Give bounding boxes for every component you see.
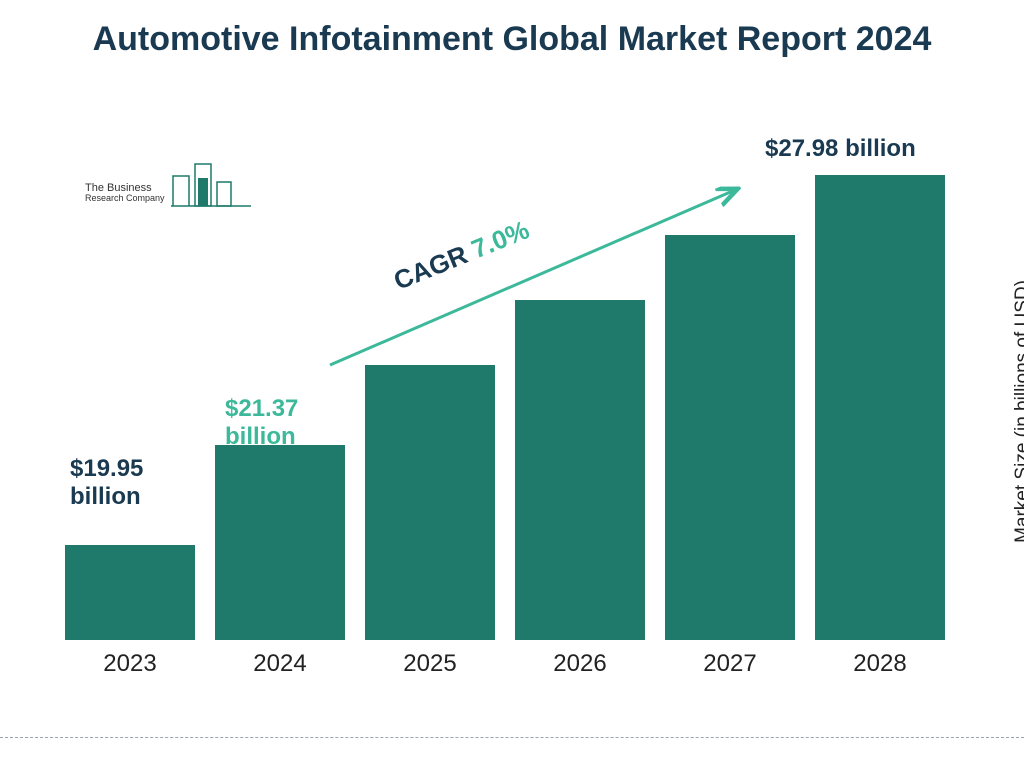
bars-container — [65, 140, 945, 640]
bar-fill — [665, 235, 795, 640]
x-label: 2024 — [215, 650, 345, 678]
bar-fill — [515, 300, 645, 640]
bottom-divider — [0, 737, 1024, 738]
callout-2024: $21.37 billion — [225, 395, 355, 450]
x-axis-labels: 2023 2024 2025 2026 2027 2028 — [65, 650, 945, 678]
chart-title: Automotive Infotainment Global Market Re… — [0, 18, 1024, 61]
y-axis-label: Market Size (in billions of USD) — [1012, 280, 1024, 543]
chart-area: 2023 2024 2025 2026 2027 2028 — [65, 140, 945, 670]
bar-fill — [215, 445, 345, 640]
callout-2028: $27.98 billion — [765, 135, 916, 163]
bar-2026 — [515, 300, 645, 640]
bar-fill — [815, 175, 945, 640]
callout-2023: $19.95 billion — [70, 455, 200, 510]
bar-2025 — [365, 365, 495, 640]
bar-fill — [365, 365, 495, 640]
x-label: 2027 — [665, 650, 795, 678]
x-label: 2023 — [65, 650, 195, 678]
x-label: 2025 — [365, 650, 495, 678]
x-label: 2028 — [815, 650, 945, 678]
bar-2023 — [65, 545, 195, 640]
bar-fill — [65, 545, 195, 640]
bar-2028 — [815, 175, 945, 640]
bar-2027 — [665, 235, 795, 640]
x-label: 2026 — [515, 650, 645, 678]
bar-2024 — [215, 445, 345, 640]
